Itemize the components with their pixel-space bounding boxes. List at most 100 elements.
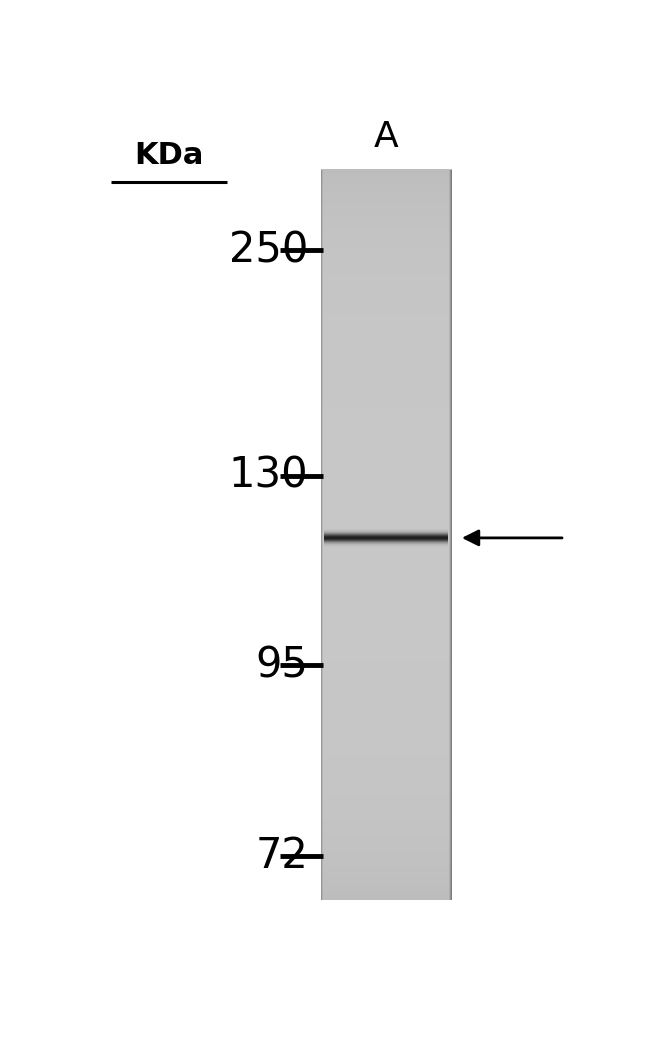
Bar (320, 858, 452, 860)
Bar (320, 310, 452, 313)
Bar (320, 493, 452, 495)
Bar (320, 591, 452, 593)
Bar (320, 464, 452, 468)
Bar (320, 258, 452, 262)
Bar (320, 205, 452, 208)
Bar (320, 780, 452, 783)
Bar (320, 848, 452, 851)
Bar (320, 214, 452, 218)
Bar (320, 801, 452, 803)
Bar (320, 450, 452, 453)
Bar (320, 697, 452, 700)
Bar (320, 790, 452, 793)
Bar (320, 357, 452, 360)
Bar (320, 195, 452, 198)
Bar (320, 169, 322, 901)
Bar (320, 860, 452, 862)
Bar (320, 885, 452, 888)
Bar (320, 644, 452, 646)
Bar (320, 695, 452, 698)
Bar (320, 594, 452, 597)
Bar (320, 593, 452, 595)
Bar (320, 485, 452, 487)
Bar (320, 324, 452, 327)
Bar (320, 434, 452, 436)
Bar (320, 726, 452, 729)
Bar (320, 895, 452, 899)
Bar (320, 515, 452, 517)
Bar (320, 501, 452, 504)
Bar (320, 199, 452, 201)
Bar (320, 317, 452, 320)
Bar (320, 364, 452, 367)
Bar (320, 496, 452, 499)
Bar (320, 787, 452, 789)
Bar (320, 463, 452, 465)
Bar (320, 288, 452, 291)
Bar (320, 572, 452, 575)
Bar (320, 673, 452, 676)
Bar (320, 755, 452, 758)
Bar (320, 476, 452, 478)
Bar (320, 687, 452, 690)
Bar (320, 295, 452, 298)
Bar (320, 735, 452, 737)
Bar (320, 457, 452, 460)
Bar (320, 868, 452, 871)
Bar (320, 469, 452, 471)
Bar (320, 750, 452, 752)
Bar (320, 578, 452, 581)
Bar (320, 809, 452, 811)
Bar (320, 320, 452, 323)
Bar (320, 410, 452, 413)
Bar (320, 339, 452, 341)
Bar (320, 613, 452, 615)
Bar (320, 191, 452, 194)
Bar (320, 286, 452, 289)
Bar (320, 335, 452, 338)
Bar (320, 699, 452, 701)
Bar (320, 486, 452, 490)
Bar (320, 407, 452, 409)
Bar (320, 169, 452, 172)
Bar (320, 220, 452, 223)
Bar (320, 383, 452, 385)
Bar (320, 315, 452, 318)
Bar (320, 693, 452, 696)
Bar (320, 600, 452, 602)
Bar (320, 777, 452, 780)
Bar (320, 200, 452, 203)
Bar (320, 757, 452, 759)
Bar (320, 759, 452, 761)
Bar (320, 264, 452, 267)
Bar (320, 623, 452, 627)
Bar (320, 604, 452, 607)
Bar (320, 197, 452, 199)
Bar (320, 620, 452, 622)
Bar (320, 752, 452, 754)
Bar (320, 582, 452, 585)
Bar (320, 538, 452, 541)
Bar (320, 706, 452, 708)
Bar (320, 253, 452, 255)
Bar (320, 456, 452, 458)
Bar (320, 608, 452, 610)
Bar (320, 637, 452, 639)
Bar (320, 544, 452, 546)
Bar (320, 351, 452, 355)
Bar (320, 723, 452, 725)
Bar (320, 518, 452, 521)
Bar (320, 753, 452, 756)
Bar (320, 373, 452, 377)
Bar (320, 819, 452, 822)
Bar (320, 361, 452, 363)
Bar (320, 630, 452, 632)
Bar (320, 293, 452, 296)
Bar (320, 880, 452, 882)
Bar (320, 378, 452, 380)
Bar (320, 647, 452, 651)
Bar (320, 246, 452, 248)
Bar (320, 308, 452, 311)
Bar (320, 784, 452, 787)
Bar (320, 854, 452, 857)
